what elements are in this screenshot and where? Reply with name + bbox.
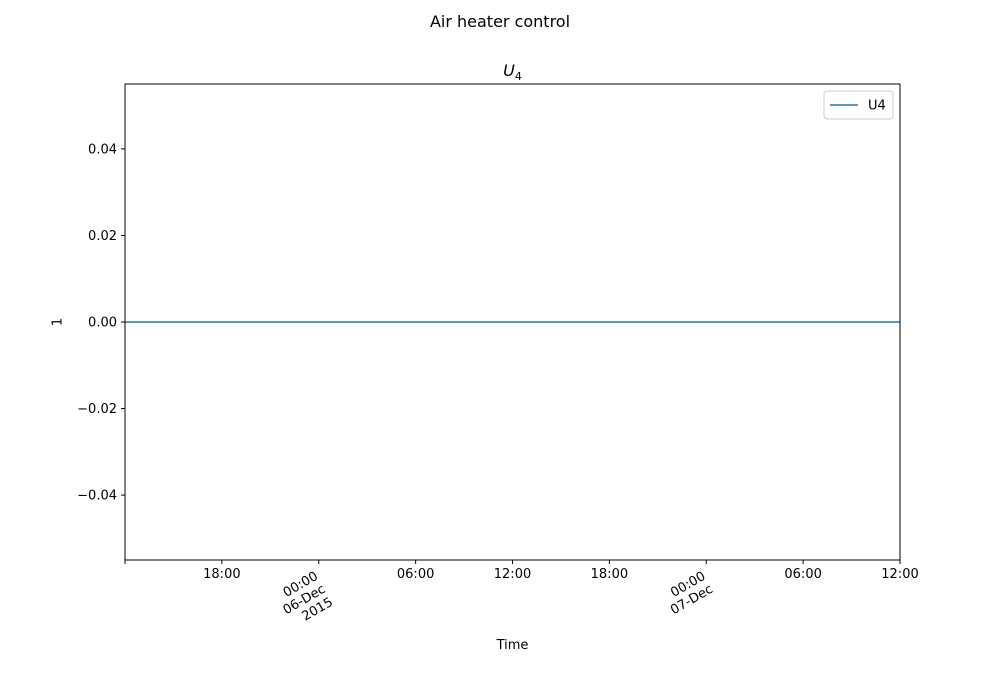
y-tick-label: 0.00 [88, 316, 117, 331]
legend-frame [823, 90, 894, 120]
axes-title-base: U [503, 61, 515, 80]
y-tick-label: 0.04 [88, 142, 117, 157]
x-tick-label: 06:00 [784, 567, 821, 582]
x-tick-label: 18:00 [203, 567, 240, 582]
x-tick-label: 18:00 [591, 567, 628, 582]
x-tick-label: 06:00 [397, 567, 434, 582]
legend: U4 [823, 90, 894, 120]
axes-frame [124, 83, 901, 561]
figure-suptitle: Air heater control [429, 12, 571, 31]
y-tick-label: −0.04 [77, 489, 117, 504]
legend-label: U4 [868, 99, 886, 114]
axes-title: U4 [125, 61, 900, 83]
x-tick-label: 12:00 [494, 567, 531, 582]
y-ticks: 0.04 0.02 0.00 −0.02 −0.04 [77, 142, 125, 504]
x-axis-label: Time [496, 638, 529, 653]
x-tick-label: 12:00 [881, 567, 918, 582]
axes-title-subscript: 4 [514, 70, 522, 84]
y-tick-label: 0.02 [88, 229, 117, 244]
y-tick-label: −0.02 [77, 402, 117, 417]
